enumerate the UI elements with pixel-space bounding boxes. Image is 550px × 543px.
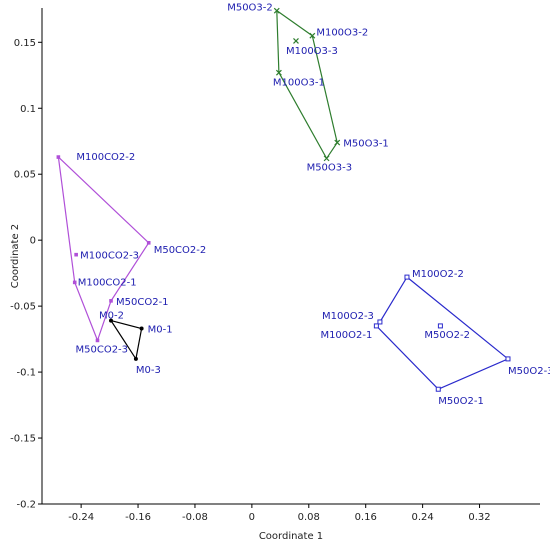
point-m50o3-2-marker xyxy=(273,7,280,14)
point-m100o2-3-label: M100O2-3 xyxy=(322,311,374,322)
point-m0-2-label: M0-2 xyxy=(99,311,124,322)
y-tick-label: 0.05 xyxy=(14,170,36,181)
point-m0-1-marker xyxy=(139,326,144,331)
x-axis-ticks: -0.24 -0.16 -0.08 0 0.08 0.16 0.24 0.32 xyxy=(68,504,491,523)
hull-polygon xyxy=(109,319,143,361)
x-marker-stroke xyxy=(273,7,280,14)
point-m100o2-3-marker xyxy=(377,319,383,325)
point-m100o2-1-label: M100O2-1 xyxy=(320,330,372,341)
axes xyxy=(41,8,540,505)
point-m100co2-3-marker xyxy=(74,252,78,257)
point-m50o2-3-label: M50O2-3 xyxy=(508,366,550,377)
x-axis-title: Coordinate 1 xyxy=(259,531,323,542)
point-m0-3-label: M0-3 xyxy=(136,365,161,376)
point-m50co2-2-marker xyxy=(146,241,151,245)
point-m100o2-2-label: M100O2-2 xyxy=(412,269,464,280)
point-m50co2-1-marker xyxy=(109,299,113,303)
x-tick-label: 0 xyxy=(249,512,255,523)
point-m100o2-1-marker xyxy=(373,323,379,329)
x-tick-label: -0.08 xyxy=(182,512,208,523)
point-m50o3-1-label: M50O3-1 xyxy=(343,139,389,150)
x-tick-label: 0.24 xyxy=(411,512,433,523)
point-m100o3-2-label: M100O3-2 xyxy=(316,28,368,39)
point-m50co2-1-label: M50CO2-1 xyxy=(116,297,169,308)
hull-polygon xyxy=(57,155,150,343)
x-tick-label: -0.24 xyxy=(68,512,94,523)
point-m100o2-2-marker xyxy=(404,274,410,280)
x-tick-label: 0.08 xyxy=(298,512,320,523)
point-m50co2-3-label: M50CO2-3 xyxy=(75,344,128,355)
x-marker-stroke xyxy=(334,139,341,146)
hull-polygon xyxy=(276,9,338,160)
point-m100o3-3-marker xyxy=(293,38,299,44)
point-m50o2-2-marker xyxy=(437,323,443,329)
point-m100o3-1-label: M100O3-1 xyxy=(273,78,325,89)
x-marker-stroke xyxy=(323,155,330,162)
point-m50o2-2-label: M50O2-2 xyxy=(424,330,470,341)
point-m0-1-label: M0-1 xyxy=(148,325,173,336)
point-m0-3-marker xyxy=(133,356,138,361)
x-tick-label: 0.32 xyxy=(468,512,490,523)
point-m50o2-1-marker xyxy=(435,386,441,392)
x-marker-stroke xyxy=(275,69,282,76)
point-m100o3-2-marker xyxy=(309,32,316,39)
y-tick-label: -0.2 xyxy=(16,500,36,511)
y-axis-ticks: 0.15 0.1 0.05 0 -0.05 -0.1 -0.15 -0.2 xyxy=(10,38,42,511)
point-m100co2-2-label: M100CO2-2 xyxy=(76,152,135,163)
y-tick-label: 0.1 xyxy=(20,104,36,115)
point-m100co2-3-label: M100CO2-3 xyxy=(80,251,139,262)
point-m50o2-3-marker xyxy=(505,356,511,362)
point-m0-2-marker xyxy=(109,318,114,323)
point-m100o3-3-label: M100O3-3 xyxy=(286,46,338,57)
y-tick-label: -0.1 xyxy=(16,368,36,379)
x-marker-stroke xyxy=(293,38,299,44)
point-m100o3-1-marker xyxy=(275,69,282,76)
point-m50o2-1-label: M50O2-1 xyxy=(438,396,484,407)
y-tick-label: 0 xyxy=(30,236,36,247)
point-m100co2-2-marker xyxy=(56,155,61,159)
point-labels: M50O3-2 M100O3-2 M100O3-3 M100O3-1 M50O3-1 M5… xyxy=(75,3,550,408)
point-m50o3-3-marker xyxy=(323,155,330,162)
y-tick-label: 0.15 xyxy=(14,38,36,49)
data-points xyxy=(56,7,511,392)
x-tick-label: -0.16 xyxy=(125,512,151,523)
x-marker-stroke xyxy=(309,32,316,39)
y-axis-title: Coordinate 2 xyxy=(10,224,21,288)
point-m50co2-2-label: M50CO2-2 xyxy=(154,245,207,256)
point-m100co2-1-marker xyxy=(72,280,77,285)
convex-hulls xyxy=(57,9,510,390)
point-m100co2-1-label: M100CO2-1 xyxy=(78,277,137,288)
point-m50o3-2-label: M50O3-2 xyxy=(227,3,273,14)
y-tick-label: -0.15 xyxy=(10,434,36,445)
point-m50co2-3-marker xyxy=(95,338,100,343)
y-tick-label: -0.05 xyxy=(10,302,36,313)
x-tick-label: 0.16 xyxy=(355,512,377,523)
hull-polygon xyxy=(375,276,510,390)
point-m50o3-1-marker xyxy=(334,139,341,146)
point-m50o3-3-label: M50O3-3 xyxy=(307,162,353,173)
